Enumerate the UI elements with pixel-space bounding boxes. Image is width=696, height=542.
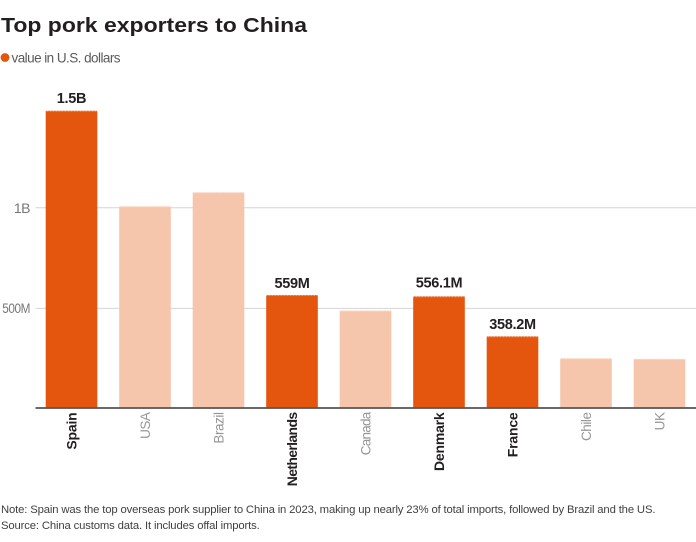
svg-text:Brazil: Brazil [212, 412, 227, 444]
svg-text:France: France [505, 412, 521, 457]
svg-text:358.2M: 358.2M [489, 317, 536, 333]
svg-text:Note: Spain was the top overse: Note: Spain was the top overseas pork su… [1, 504, 655, 516]
svg-text:500M: 500M [2, 300, 30, 316]
svg-text:Spain: Spain [64, 413, 80, 450]
svg-text:1B: 1B [14, 200, 30, 216]
svg-text:Denmark: Denmark [431, 412, 447, 471]
svg-text:1.5B: 1.5B [57, 91, 86, 107]
svg-text:UK: UK [653, 412, 668, 430]
svg-text:556.1M: 556.1M [416, 276, 463, 292]
svg-text:Top pork exporters to China: Top pork exporters to China [1, 13, 308, 37]
svg-text:value in U.S. dollars: value in U.S. dollars [12, 51, 121, 66]
svg-text:Chile: Chile [579, 413, 594, 442]
svg-text:Netherlands: Netherlands [284, 412, 300, 487]
svg-text:Source: China customs data. It: Source: China customs data. It includes … [1, 520, 260, 532]
svg-text:USA: USA [138, 412, 153, 439]
svg-text:Canada: Canada [359, 411, 374, 455]
svg-text:559M: 559M [274, 276, 309, 292]
